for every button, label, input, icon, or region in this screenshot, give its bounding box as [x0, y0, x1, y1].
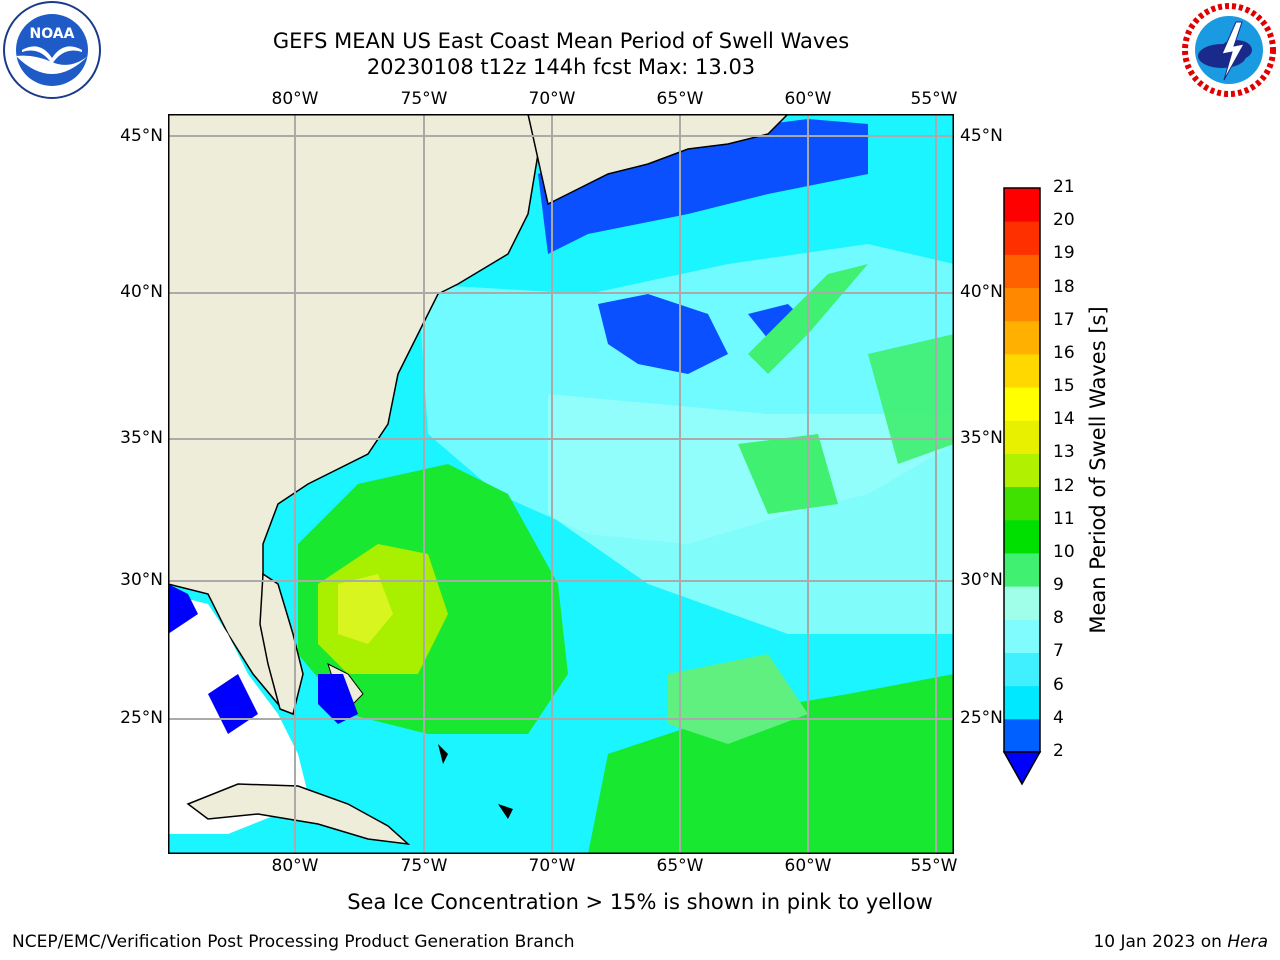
colorbar [1002, 187, 1042, 786]
colorbar-tick-label: 6 [1053, 674, 1064, 695]
colorbar-tick-label: 20 [1053, 210, 1075, 231]
lon-label-bottom: 65°W [656, 856, 704, 876]
colorbar-segment [1004, 353, 1040, 388]
lat-label-left: 35°N [120, 428, 163, 448]
colorbar-segment [1004, 387, 1040, 421]
colorbar-tick-label: 17 [1053, 309, 1075, 330]
colorbar-title: Mean Period of Swell Waves [s] [1086, 306, 1110, 634]
colorbar-tick-label: 13 [1053, 442, 1075, 463]
nws-logo [1181, 2, 1277, 98]
colorbar-segment [1004, 685, 1040, 720]
lon-label-top: 80°W [271, 89, 319, 109]
colorbar-tick-label: 7 [1053, 641, 1064, 662]
colorbar-tick-label: 11 [1053, 508, 1075, 529]
lat-label-left: 45°N [120, 126, 163, 146]
colorbar-tick-label: 16 [1053, 342, 1075, 363]
colorbar-segment [1004, 221, 1040, 255]
colorbar-tick-label: 15 [1053, 376, 1075, 397]
lat-label-right: 25°N [960, 708, 1003, 728]
colorbar-segment [1004, 453, 1040, 488]
lon-label-bottom: 60°W [784, 856, 832, 876]
map-title: GEFS MEAN US East Coast Mean Period of S… [272, 29, 850, 53]
lat-label-right: 30°N [960, 570, 1003, 590]
colorbar-segment [1004, 552, 1040, 587]
noaa-logo: NOAA [3, 1, 101, 99]
colorbar-segment [1004, 652, 1040, 687]
noaa-logo-text: NOAA [30, 26, 75, 42]
footer-credit: NCEP/EMC/Verification Post Processing Pr… [12, 932, 575, 952]
lon-label-top: 60°W [784, 89, 832, 109]
lon-label-top: 65°W [656, 89, 704, 109]
lon-label-top: 75°W [400, 89, 448, 109]
colorbar-segment [1004, 420, 1040, 454]
colorbar-segment [1004, 254, 1040, 289]
colorbar-tick-label: 8 [1053, 608, 1064, 629]
lat-label-right: 35°N [960, 428, 1003, 448]
footer-date: 10 Jan 2023 on Hera [1093, 932, 1268, 952]
colorbar-segment [1004, 320, 1040, 355]
colorbar-segment [1004, 586, 1040, 620]
colorbar-tick-label: 19 [1053, 243, 1075, 264]
colorbar-tick-label: 4 [1053, 707, 1064, 728]
swell-period-map [168, 114, 954, 854]
lat-label-right: 40°N [960, 282, 1003, 302]
footer-date-text: 10 Jan 2023 on [1093, 932, 1222, 952]
colorbar-extend-arrow [1002, 751, 1042, 786]
lon-label-bottom: 70°W [528, 856, 576, 876]
lat-label-left: 30°N [120, 570, 163, 590]
lat-label-left: 40°N [120, 282, 163, 302]
lat-label-right: 45°N [960, 126, 1003, 146]
colorbar-tick-label: 2 [1053, 741, 1064, 761]
colorbar-tick-label: 12 [1053, 475, 1075, 496]
lon-label-top: 55°W [910, 89, 958, 109]
colorbar-segment [1004, 619, 1040, 653]
colorbar-tick-label: 10 [1053, 541, 1075, 562]
colorbar-segment [1004, 188, 1040, 222]
colorbar-segment [1004, 718, 1040, 753]
colorbar-tick-label: 9 [1053, 575, 1064, 596]
lon-label-top: 70°W [528, 89, 576, 109]
lon-label-bottom: 75°W [400, 856, 448, 876]
sea-ice-note: Sea Ice Concentration > 15% is shown in … [347, 890, 933, 914]
colorbar-segment [1004, 486, 1040, 521]
colorbar-tick-label: 21 [1053, 177, 1075, 197]
lon-label-bottom: 80°W [271, 856, 319, 876]
colorbar-tick-label: 18 [1053, 276, 1075, 297]
footer-machine: Hera [1227, 932, 1268, 952]
colorbar-segment [1004, 519, 1040, 554]
lon-label-bottom: 55°W [910, 856, 958, 876]
lat-label-left: 25°N [120, 708, 163, 728]
colorbar-segment [1004, 287, 1040, 322]
colorbar-tick-label: 14 [1053, 409, 1075, 430]
map-subtitle-run: 20230108 t12z 144h fcst Max: 13.03 [366, 55, 756, 79]
